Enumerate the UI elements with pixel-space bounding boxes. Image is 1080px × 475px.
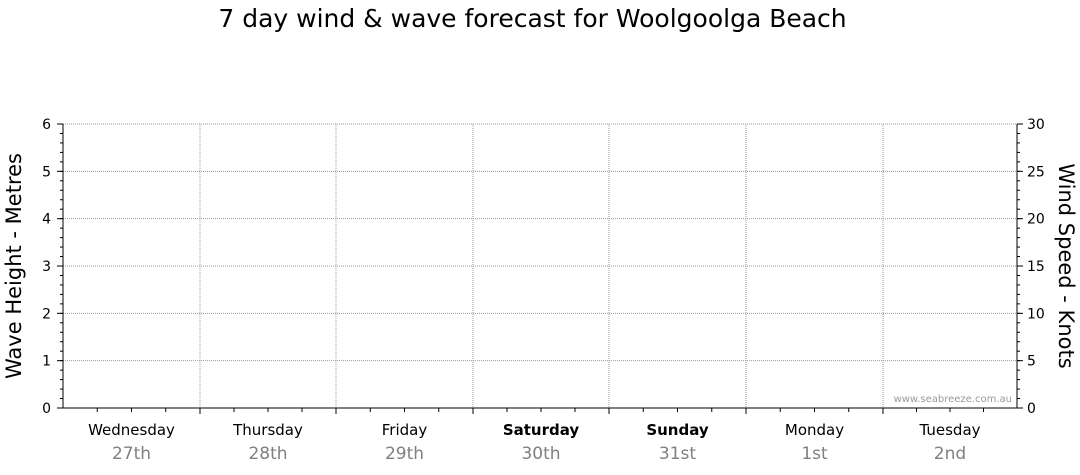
grid-lines <box>63 123 1017 408</box>
right-tick-label: 20 <box>1027 212 1045 228</box>
right-axis-title: Wind Speed - Knots <box>1054 163 1078 368</box>
day-name-label: Monday <box>785 421 844 439</box>
day-date-label: 31st <box>659 444 696 464</box>
right-tick-label: 30 <box>1027 117 1045 133</box>
day-date-label: 29th <box>385 444 424 464</box>
left-tick-label: 4 <box>42 212 51 228</box>
right-tick-label: 10 <box>1027 306 1045 322</box>
right-axis-ticks: 0 5 10 15 20 25 30 <box>1027 117 1045 417</box>
day-date-label: 1st <box>801 444 828 464</box>
day-date-label: 30th <box>521 444 560 464</box>
day-date-label: 28th <box>248 444 287 464</box>
day-name-label: Tuesday <box>918 421 980 439</box>
day-name-label: Thursday <box>232 421 303 439</box>
left-tick-label: 5 <box>42 164 51 180</box>
day-name-label: Wednesday <box>88 421 175 439</box>
right-tick-label: 25 <box>1027 164 1045 180</box>
day-name-label: Saturday <box>503 421 580 439</box>
day-date-label: 2nd <box>934 444 966 464</box>
left-tick-label: 0 <box>42 401 51 417</box>
left-tick-label: 1 <box>42 354 51 370</box>
watermark: www.seabreeze.com.au <box>894 394 1012 405</box>
chart-title: 7 day wind & wave forecast for Woolgoolg… <box>218 4 847 33</box>
day-labels: Wednesday 27th Thursday 28th Friday 29th Satur… <box>88 421 981 464</box>
left-axis-title: Wave Height - Metres <box>2 153 26 379</box>
left-tick-label: 6 <box>42 117 51 133</box>
right-tick-label: 0 <box>1027 401 1036 417</box>
day-name-label: Sunday <box>646 421 709 439</box>
right-tick-label: 5 <box>1027 354 1036 370</box>
day-date-label: 27th <box>112 444 151 464</box>
right-tick-label: 15 <box>1027 259 1045 275</box>
left-tick-label: 2 <box>42 306 51 322</box>
left-axis-ticks: 0 1 2 3 4 5 6 <box>42 117 51 417</box>
left-tick-label: 3 <box>42 259 51 275</box>
axes <box>57 123 1023 414</box>
day-name-label: Friday <box>382 421 428 439</box>
